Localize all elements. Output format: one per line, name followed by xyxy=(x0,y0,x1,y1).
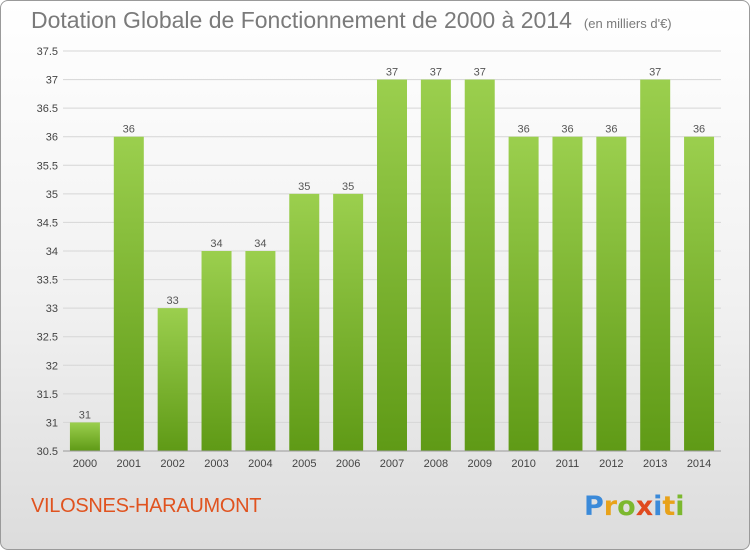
x-tick-label-2005: 2005 xyxy=(292,458,316,470)
y-tick-label: 37.5 xyxy=(37,46,58,58)
value-label-2008: 37 xyxy=(430,67,442,79)
bar-2002 xyxy=(157,308,188,451)
value-label-2011: 36 xyxy=(561,124,573,136)
y-tick-label: 30.5 xyxy=(37,446,58,458)
value-label-2005: 35 xyxy=(298,181,310,193)
proxiti-logo[interactable]: Proxiti xyxy=(584,491,685,522)
x-tick-label-2012: 2012 xyxy=(599,458,623,470)
bar-2009 xyxy=(464,79,495,452)
y-tick-label: 33.5 xyxy=(37,275,58,287)
y-tick-label: 31 xyxy=(46,417,58,429)
bar-2008 xyxy=(420,79,451,452)
y-tick-label: 35 xyxy=(46,189,58,201)
value-label-2000: 31 xyxy=(79,409,91,421)
x-tick-label-2014: 2014 xyxy=(687,458,711,470)
chart-title: Dotation Globale de Fonctionnement de 20… xyxy=(31,7,672,34)
x-tick-label-2013: 2013 xyxy=(643,458,667,470)
x-tick-label-2006: 2006 xyxy=(336,458,360,470)
value-label-2002: 33 xyxy=(167,295,179,307)
bar-2006 xyxy=(333,193,364,451)
value-label-2009: 37 xyxy=(474,67,486,79)
value-label-2003: 34 xyxy=(210,238,222,250)
commune-name: VILOSNES-HARAUMONT xyxy=(31,495,262,517)
bar-2000 xyxy=(69,422,100,451)
x-tick-label-2000: 2000 xyxy=(73,458,97,470)
y-axis-labels: 30.5 31 31.5 32 32.5 33 33.5 34 34.5 35 35.5 36 36.5… xyxy=(37,46,58,458)
bar-2005 xyxy=(289,193,320,451)
x-axis-labels: 2000 2001 2002 2003 2004 2005 2006 2007 2008 2009… xyxy=(73,458,712,470)
value-label-2014: 36 xyxy=(693,124,705,136)
value-label-2006: 35 xyxy=(342,181,354,193)
y-tick-label: 36 xyxy=(46,132,58,144)
y-tick-label: 36.5 xyxy=(37,103,58,115)
x-tick-label-2002: 2002 xyxy=(160,458,184,470)
bar-2007 xyxy=(377,79,407,452)
value-label-2010: 36 xyxy=(517,124,529,136)
x-tick-label-2008: 2008 xyxy=(424,458,448,470)
y-tick-label: 35.5 xyxy=(37,160,58,172)
x-tick-label-2003: 2003 xyxy=(204,458,228,470)
value-label-2007: 37 xyxy=(386,67,398,79)
x-tick-label-2007: 2007 xyxy=(380,458,404,470)
chart-subtitle: (en milliers d'€) xyxy=(583,16,672,31)
y-tick-label: 34.5 xyxy=(37,217,58,229)
value-labels: 31 36 33 34 34 35 35 37 37 37 36 36 36 37 36 xyxy=(79,67,705,422)
value-label-2012: 36 xyxy=(605,124,617,136)
value-label-2013: 37 xyxy=(649,67,661,79)
logo-letter: t xyxy=(662,491,676,522)
logo-letter: r xyxy=(603,491,618,522)
y-tick-label: 33 xyxy=(46,303,58,315)
y-tick-label: 32.5 xyxy=(37,332,58,344)
x-tick-label-2009: 2009 xyxy=(467,458,491,470)
bar-2014 xyxy=(684,136,715,451)
bar-2012 xyxy=(596,136,627,451)
logo-letter: i xyxy=(675,491,685,522)
x-tick-label-2001: 2001 xyxy=(117,458,141,470)
bars xyxy=(69,79,715,452)
bar-2013 xyxy=(640,79,671,452)
value-label-2001: 36 xyxy=(123,124,135,136)
y-tick-label: 34 xyxy=(46,246,58,258)
logo-letter: o xyxy=(617,491,636,522)
logo-letter: x xyxy=(635,491,654,522)
logo-letter: P xyxy=(584,491,604,522)
bar-2004 xyxy=(245,251,276,451)
y-tick-label: 32 xyxy=(46,360,58,372)
chart-title-text: Dotation Globale de Fonctionnement de 20… xyxy=(31,7,572,33)
logo-letter: i xyxy=(653,491,663,522)
bar-2001 xyxy=(113,136,144,451)
bar-2011 xyxy=(552,136,583,451)
x-tick-label-2011: 2011 xyxy=(556,458,580,470)
y-tick-label: 31.5 xyxy=(37,389,58,401)
bar-2003 xyxy=(201,251,232,451)
x-tick-label-2010: 2010 xyxy=(511,458,535,470)
bar-2010 xyxy=(508,136,539,451)
x-tick-label-2004: 2004 xyxy=(248,458,272,470)
y-tick-label: 37 xyxy=(46,75,58,87)
value-label-2004: 34 xyxy=(254,238,266,250)
